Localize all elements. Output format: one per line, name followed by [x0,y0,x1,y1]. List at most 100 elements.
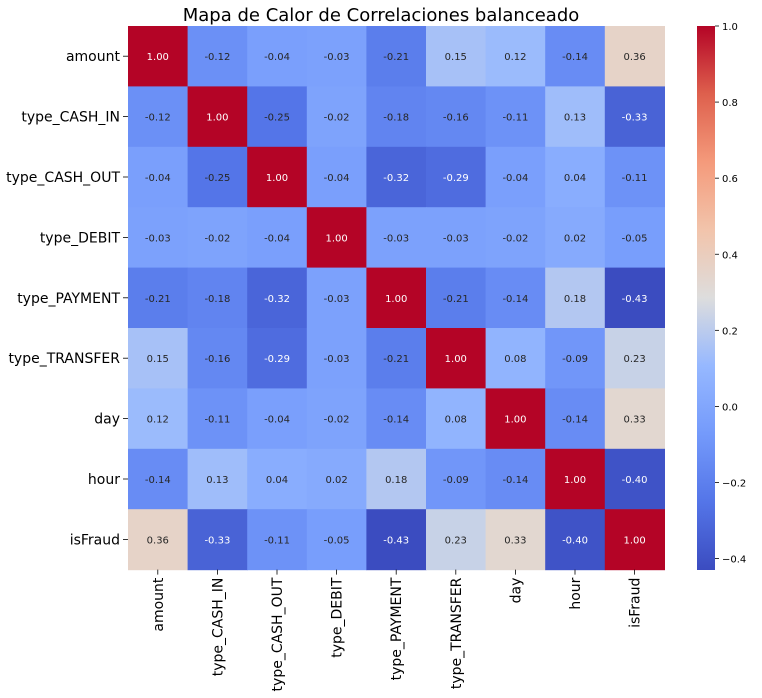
cell-annotation: 1.00 [266,173,288,184]
cell-annotation: -0.03 [324,52,350,63]
heatmap-cell [485,86,546,148]
heatmap-cell [366,388,427,450]
cell-annotation: 0.13 [564,113,586,124]
cell-annotation: 0.33 [623,415,645,426]
cell-annotation: 0.13 [206,475,228,486]
cell-annotation: 1.00 [147,52,169,63]
heatmap-cell [545,448,606,510]
cell-annotation: -0.40 [562,535,588,546]
heatmap-cell [247,146,308,208]
cell-annotation: -0.11 [204,415,230,426]
cell-annotation: -0.21 [383,52,409,63]
cell-annotation: -0.05 [622,233,648,244]
colorbar: −0.2 0.0 0.2 0.4 0.6 0.8 1.0 −0.4 [697,22,746,570]
cell-annotation: 0.15 [147,354,169,365]
heatmap-cell [604,146,665,208]
cell-annotation: -0.32 [264,294,290,305]
cell-annotation: -0.40 [622,475,648,486]
colorbar-tick-label: 0.8 [722,98,738,109]
cell-annotation: 1.00 [445,354,467,365]
heatmap-cell [485,328,546,389]
row-label: type_CASH_OUT [6,170,120,186]
heatmap-cell [604,328,665,389]
cell-annotation: 0.15 [445,52,467,63]
cell-annotation: -0.04 [145,173,171,184]
cell-annotation: -0.14 [562,52,588,63]
heatmap-cell [306,509,367,571]
cell-annotation: -0.16 [204,354,230,365]
heatmap-cell [485,267,546,329]
heatmap-cell [187,267,248,329]
row-labels: amount type_CASH_IN type_CASH_OUT type_DEBI… [6,49,128,548]
heatmap-cell [366,267,427,329]
cell-annotation: -0.04 [502,173,528,184]
heatmap-cell [485,146,546,208]
cell-annotation: -0.02 [324,415,350,426]
colorbar-tick-label: 0.6 [722,174,738,185]
cell-annotation: 0.23 [445,535,467,546]
cell-annotation: 0.08 [445,415,467,426]
cell-annotation: 0.23 [623,354,645,365]
heatmap-cell [187,207,248,269]
heatmap-cell [366,509,427,571]
cell-annotation: -0.03 [324,294,350,305]
cell-annotation: -0.09 [562,354,588,365]
heatmap-cell [306,207,367,269]
heatmap-cell [604,26,665,87]
cell-annotation: -0.12 [204,52,230,63]
cell-annotation: -0.14 [502,294,528,305]
cell-annotation: -0.21 [145,294,171,305]
cell-annotation: 1.00 [504,415,526,426]
heatmap-cell [306,448,367,510]
heatmap-cell [604,207,665,269]
cell-annotation: 0.12 [504,52,526,63]
cell-annotation: -0.43 [383,535,409,546]
heatmap-cell [187,86,248,148]
cell-annotation: 0.02 [325,475,347,486]
cell-annotation: -0.33 [622,113,648,124]
cell-annotation: -0.03 [443,233,469,244]
heatmap-cell [426,207,487,269]
heatmap-cell [426,328,487,389]
heatmap-cell [247,86,308,148]
heatmap-annotations: 1.00 -0.12 -0.04 -0.03 -0.21 0.15 0.12 -0.14 0.3… [145,52,648,546]
heatmap-cell [604,448,665,510]
cell-annotation: -0.29 [264,354,290,365]
row-label: type_TRANSFER [8,351,120,367]
cell-annotation: -0.18 [383,113,409,124]
cell-annotation: -0.11 [264,535,290,546]
cell-annotation: -0.02 [502,233,528,244]
heatmap-cell [247,207,308,269]
cell-annotation: -0.11 [622,173,648,184]
heatmap-cell [128,388,189,450]
cell-annotation: -0.43 [622,294,648,305]
cell-annotation: 0.04 [564,173,586,184]
cell-annotation: 1.00 [385,294,407,305]
cell-annotation: -0.14 [502,475,528,486]
heatmap-cell [604,388,665,450]
heatmap-cell [545,207,606,269]
cell-annotation: -0.02 [204,233,230,244]
heatmap-cell [426,448,487,510]
heatmap-cell [187,328,248,389]
cell-annotation: 0.08 [504,354,526,365]
cell-annotation: -0.14 [145,475,171,486]
cell-annotation: -0.12 [145,113,171,124]
row-label: isFraud [70,532,120,548]
heatmap-cell [128,448,189,510]
heatmap-cell [366,207,427,269]
cell-annotation: -0.25 [264,113,290,124]
heatmap-cell [485,26,546,87]
heatmap-cell [187,146,248,208]
column-label: type_CASH_IN [210,578,226,677]
heatmap-cell [247,388,308,450]
column-label: amount [151,577,167,632]
cell-annotation: -0.05 [324,535,350,546]
cell-annotation: 0.18 [564,294,586,305]
colorbar-gradient [697,26,715,570]
heatmap-cell [187,509,248,571]
cell-annotation: -0.16 [443,113,469,124]
column-label: day [508,578,524,604]
heatmap-cell [545,86,606,148]
